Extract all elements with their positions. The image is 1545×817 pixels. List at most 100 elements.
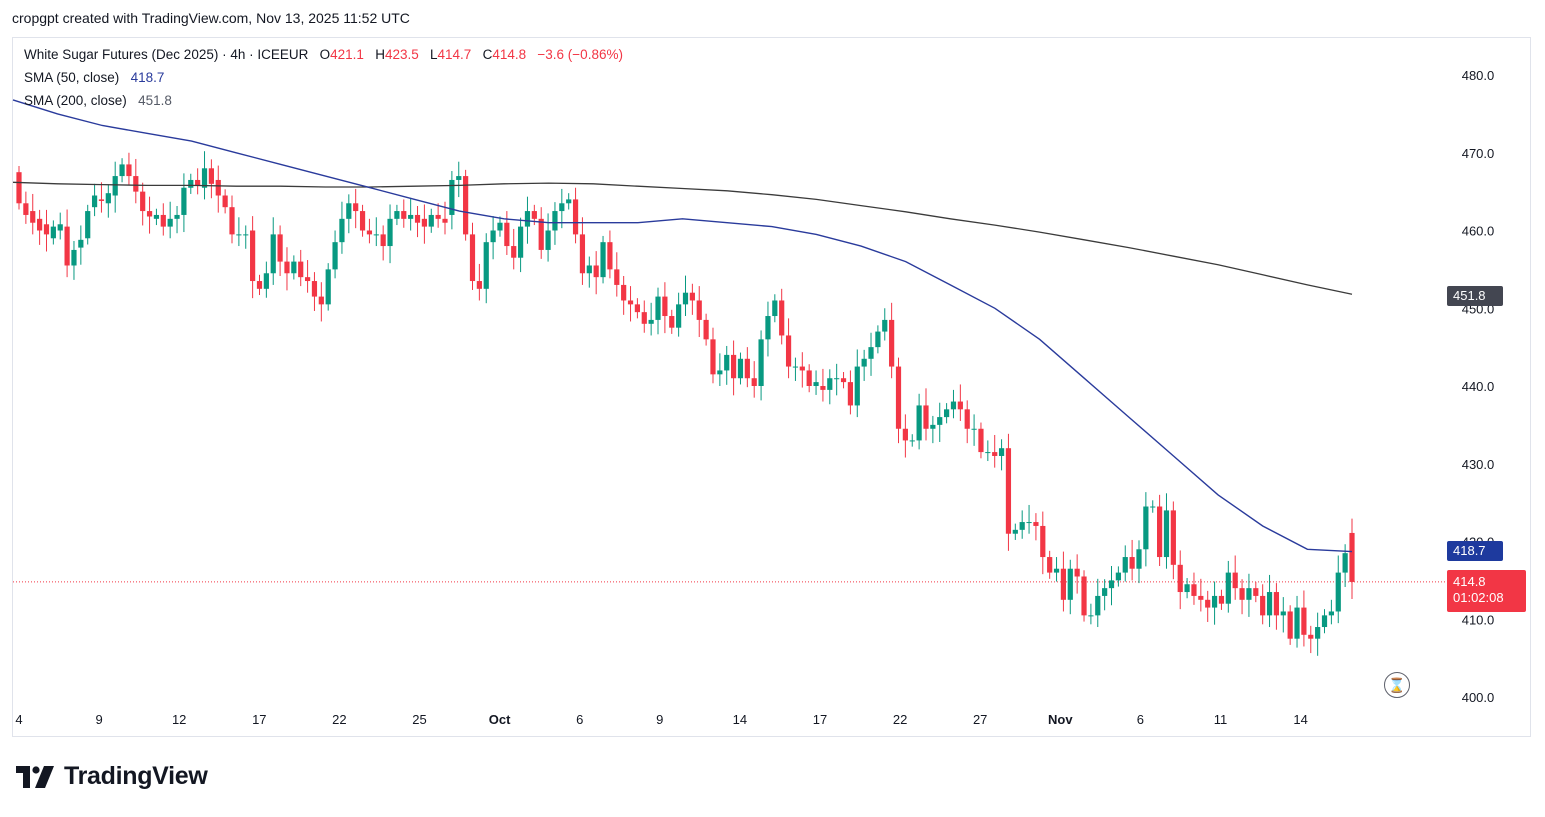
candle-down: [1349, 532, 1355, 582]
candle-down: [1040, 525, 1046, 558]
candle-down: [696, 300, 702, 320]
candle-down: [1253, 588, 1259, 596]
candle-down: [414, 214, 421, 223]
candle-up: [909, 440, 915, 442]
candle-up: [119, 164, 125, 177]
candle-up: [1335, 572, 1341, 612]
candle-down: [1081, 576, 1087, 616]
candle-down: [634, 304, 641, 313]
candle-up: [676, 304, 682, 328]
x-tick-label: 6: [1137, 712, 1144, 727]
candle-up: [1122, 557, 1128, 573]
candle-up: [1342, 553, 1348, 573]
candle-down: [23, 203, 29, 215]
candle-up: [236, 234, 242, 236]
candle-up: [339, 218, 345, 243]
candle-up: [373, 234, 379, 236]
candle-down: [1129, 557, 1135, 569]
candle-down: [304, 277, 311, 282]
legend-low-value: 414.7: [437, 47, 472, 62]
candle-down: [318, 296, 324, 305]
candle-up: [1053, 568, 1060, 573]
chart-attribution: cropgpt created with TradingView.com, No…: [12, 10, 410, 26]
candle-down: [889, 319, 895, 367]
candle-down: [140, 191, 146, 212]
candle-up: [724, 354, 730, 371]
legend-sma200-label: SMA (200, close): [24, 93, 127, 108]
candle-up: [85, 211, 91, 239]
candle-up: [1315, 627, 1321, 639]
candle-up: [655, 296, 661, 320]
candle-up: [737, 358, 744, 379]
candle-up: [174, 214, 180, 219]
candle-down: [64, 226, 70, 266]
candle-up: [71, 249, 77, 266]
candle-up: [153, 214, 160, 219]
candle-down: [250, 230, 256, 282]
candle-down: [1198, 595, 1204, 600]
y-tick-label: 410.0: [1462, 612, 1495, 627]
tradingview-logo-icon: [16, 765, 54, 788]
candle-down: [222, 195, 228, 208]
x-tick-label: 27: [973, 712, 987, 727]
candle-down: [380, 234, 386, 247]
candle-up: [566, 199, 572, 204]
candle-down: [689, 292, 695, 301]
legend-high-value: 423.5: [384, 47, 419, 62]
chart-frame[interactable]: [12, 37, 1531, 737]
candle-down: [229, 207, 235, 235]
x-tick-label: 17: [813, 712, 827, 727]
tradingview-logo[interactable]: TradingView: [16, 762, 208, 791]
legend-sma200[interactable]: SMA (200, close) 451.8: [24, 93, 172, 108]
x-tick-label: Nov: [1048, 712, 1073, 727]
legend-sma50-value: 418.7: [130, 70, 165, 85]
candle-up: [524, 211, 531, 227]
sma-200-line: [12, 181, 1353, 295]
candle-up: [1108, 580, 1115, 589]
x-tick-label: 22: [893, 712, 907, 727]
candle-up: [937, 417, 943, 425]
candle-down: [669, 316, 675, 328]
legend-close-value: 414.8: [492, 47, 527, 62]
candle-up: [600, 242, 606, 278]
candle-up: [490, 230, 496, 243]
legend-open-value: 421.1: [330, 47, 364, 62]
candle-up: [545, 230, 551, 250]
hourglass-icon[interactable]: ⌛: [1384, 672, 1410, 698]
candle-down: [1074, 568, 1080, 577]
legend-symbol[interactable]: White Sugar Futures (Dec 2025) · 4h · IC…: [24, 47, 309, 62]
candle-down: [208, 168, 214, 184]
candle-up: [1163, 510, 1170, 558]
candle-up: [325, 269, 331, 305]
candle-down: [256, 281, 263, 289]
candle-down: [1308, 634, 1314, 639]
candle-up: [243, 234, 249, 236]
candle-down: [401, 211, 407, 219]
candle-down: [978, 428, 984, 453]
candle-down: [126, 164, 132, 177]
candle-down: [195, 179, 201, 186]
candle-down: [1157, 506, 1163, 558]
candle-up: [387, 218, 393, 247]
candle-down: [160, 214, 166, 227]
candle-down: [847, 382, 854, 406]
x-tick-label: 25: [412, 712, 426, 727]
candle-up: [263, 273, 269, 289]
candle-down: [463, 176, 469, 235]
candle-up: [552, 211, 558, 231]
time-axis: 4 9 12 17 22 25 Oct 6 9 14 17 22 27 Nov 6 11 14: [15, 712, 1307, 727]
candle-up: [998, 448, 1005, 456]
candle-up: [1088, 615, 1094, 617]
legend-low-label: L: [430, 47, 438, 62]
candle-down: [311, 281, 318, 297]
candle-down: [1273, 592, 1280, 616]
candle-down: [779, 300, 785, 336]
candle-up: [1294, 607, 1300, 639]
candle-down: [957, 401, 963, 410]
candle-down: [531, 211, 537, 219]
y-tick-label: 460.0: [1462, 224, 1495, 239]
legend-sma50[interactable]: SMA (50, close) 418.7: [24, 70, 164, 85]
candle-up: [449, 179, 455, 215]
candle-up: [346, 203, 352, 219]
